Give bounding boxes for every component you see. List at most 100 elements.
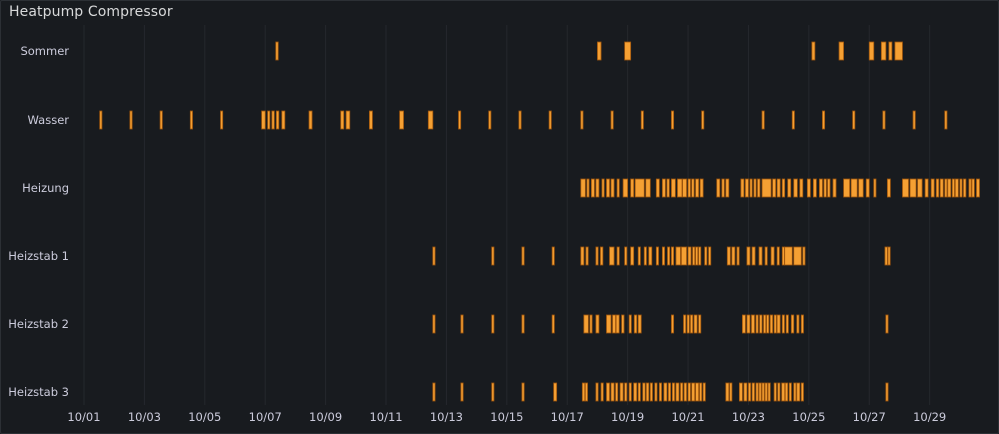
state-bar <box>753 178 757 198</box>
state-bar <box>757 178 761 198</box>
state-bar <box>595 314 600 334</box>
state-bar <box>725 382 730 402</box>
state-bar <box>777 382 781 402</box>
state-bar <box>460 314 464 334</box>
row-label: Heizstab 1 <box>8 249 69 263</box>
state-bar <box>764 246 768 266</box>
state-bar <box>887 246 891 266</box>
state-bar <box>776 178 781 198</box>
state-bar <box>695 246 699 266</box>
state-bar <box>761 110 765 130</box>
x-tick-label: 10/11 <box>369 410 402 424</box>
state-bar <box>261 110 266 130</box>
state-bar <box>606 314 612 334</box>
state-bar <box>600 246 604 266</box>
state-bar <box>909 178 917 198</box>
state-bar <box>675 382 680 402</box>
state-bar <box>819 178 823 198</box>
state-bar <box>159 110 163 130</box>
x-tick-label: 10/05 <box>188 410 221 424</box>
state-bar <box>551 246 555 266</box>
state-bar <box>894 41 903 61</box>
state-bar <box>129 110 133 130</box>
state-bar <box>606 178 610 198</box>
state-bar <box>369 110 373 130</box>
state-bar <box>749 178 753 198</box>
state-bar <box>589 314 593 334</box>
state-bar <box>427 110 434 130</box>
state-bar <box>693 314 698 334</box>
timeline-row: Heizstab 1 <box>8 246 891 266</box>
state-bar <box>666 178 670 198</box>
state-bar <box>628 314 632 334</box>
state-bar <box>691 382 696 402</box>
state-bar <box>702 382 706 402</box>
state-bar <box>681 246 687 266</box>
state-bar <box>580 178 586 198</box>
state-bar <box>812 178 817 198</box>
state-bar <box>281 110 286 130</box>
x-tick-label: 10/17 <box>551 410 584 424</box>
state-bar <box>648 246 653 266</box>
state-bar <box>947 178 952 198</box>
state-bar <box>671 110 675 130</box>
state-bar <box>612 314 616 334</box>
state-bar <box>308 110 313 130</box>
state-bar <box>811 41 816 61</box>
state-bar <box>781 246 785 266</box>
state-bar <box>800 382 804 402</box>
state-bar <box>761 382 765 402</box>
state-bar <box>695 382 700 402</box>
state-bar <box>951 178 955 198</box>
state-bar <box>852 110 856 130</box>
state-bar <box>645 382 650 402</box>
state-bar <box>838 41 844 61</box>
state-bar <box>761 178 772 198</box>
state-bar <box>687 382 691 402</box>
state-bar <box>271 110 275 130</box>
state-bar <box>633 382 638 402</box>
x-tick-label: 10/13 <box>430 410 463 424</box>
state-bar <box>690 314 694 334</box>
state-bar <box>491 246 495 266</box>
state-bar <box>776 314 781 334</box>
state-bar <box>432 382 436 402</box>
state-bar <box>671 178 676 198</box>
state-bar <box>773 314 777 334</box>
state-bar <box>584 382 588 402</box>
state-bar <box>766 314 770 334</box>
x-axis: 10/01 10/03 10/05 10/07 10/09 10/11 10/13 10/15… <box>67 410 946 424</box>
state-bar <box>843 178 851 198</box>
state-bar <box>600 382 604 402</box>
state-bar <box>615 314 620 334</box>
state-bar <box>634 178 645 198</box>
state-bar <box>590 178 595 198</box>
state-bar <box>882 110 886 130</box>
state-bar <box>701 110 705 130</box>
state-bar <box>738 382 743 402</box>
state-bar <box>791 110 795 130</box>
state-bar <box>698 246 702 266</box>
state-bar <box>772 178 777 198</box>
state-bar <box>827 178 831 198</box>
state-bar <box>781 178 786 198</box>
state-bar <box>939 178 944 198</box>
state-bar <box>432 314 436 334</box>
state-bar <box>491 382 495 402</box>
state-bar <box>683 382 687 402</box>
state-bar <box>521 382 525 402</box>
state-bar <box>751 246 756 266</box>
state-bar <box>628 382 632 402</box>
state-bar <box>581 382 586 402</box>
state-bar <box>781 382 786 402</box>
state-bar <box>793 382 797 402</box>
state-bar <box>755 382 759 402</box>
state-bar <box>687 178 691 198</box>
row-label: Heizung <box>22 181 69 195</box>
state-bar <box>345 110 351 130</box>
state-bar <box>787 178 792 198</box>
state-bar <box>968 178 972 198</box>
state-bar <box>432 246 436 266</box>
state-bar <box>189 110 193 130</box>
